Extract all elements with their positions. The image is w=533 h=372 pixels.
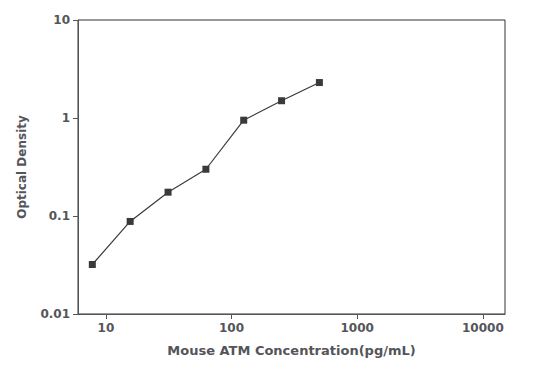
svg-text:10000: 10000 <box>462 321 504 335</box>
svg-text:0.01: 0.01 <box>40 307 70 321</box>
svg-text:Mouse ATM Concentration(pg/mL): Mouse ATM Concentration(pg/mL) <box>167 343 415 358</box>
svg-text:1: 1 <box>62 111 70 125</box>
svg-text:1000: 1000 <box>341 321 374 335</box>
svg-text:0.1: 0.1 <box>49 209 70 223</box>
svg-text:10: 10 <box>53 13 70 27</box>
svg-text:Optical Density: Optical Density <box>15 115 29 219</box>
svg-text:10: 10 <box>98 321 115 335</box>
svg-text:100: 100 <box>219 321 244 335</box>
